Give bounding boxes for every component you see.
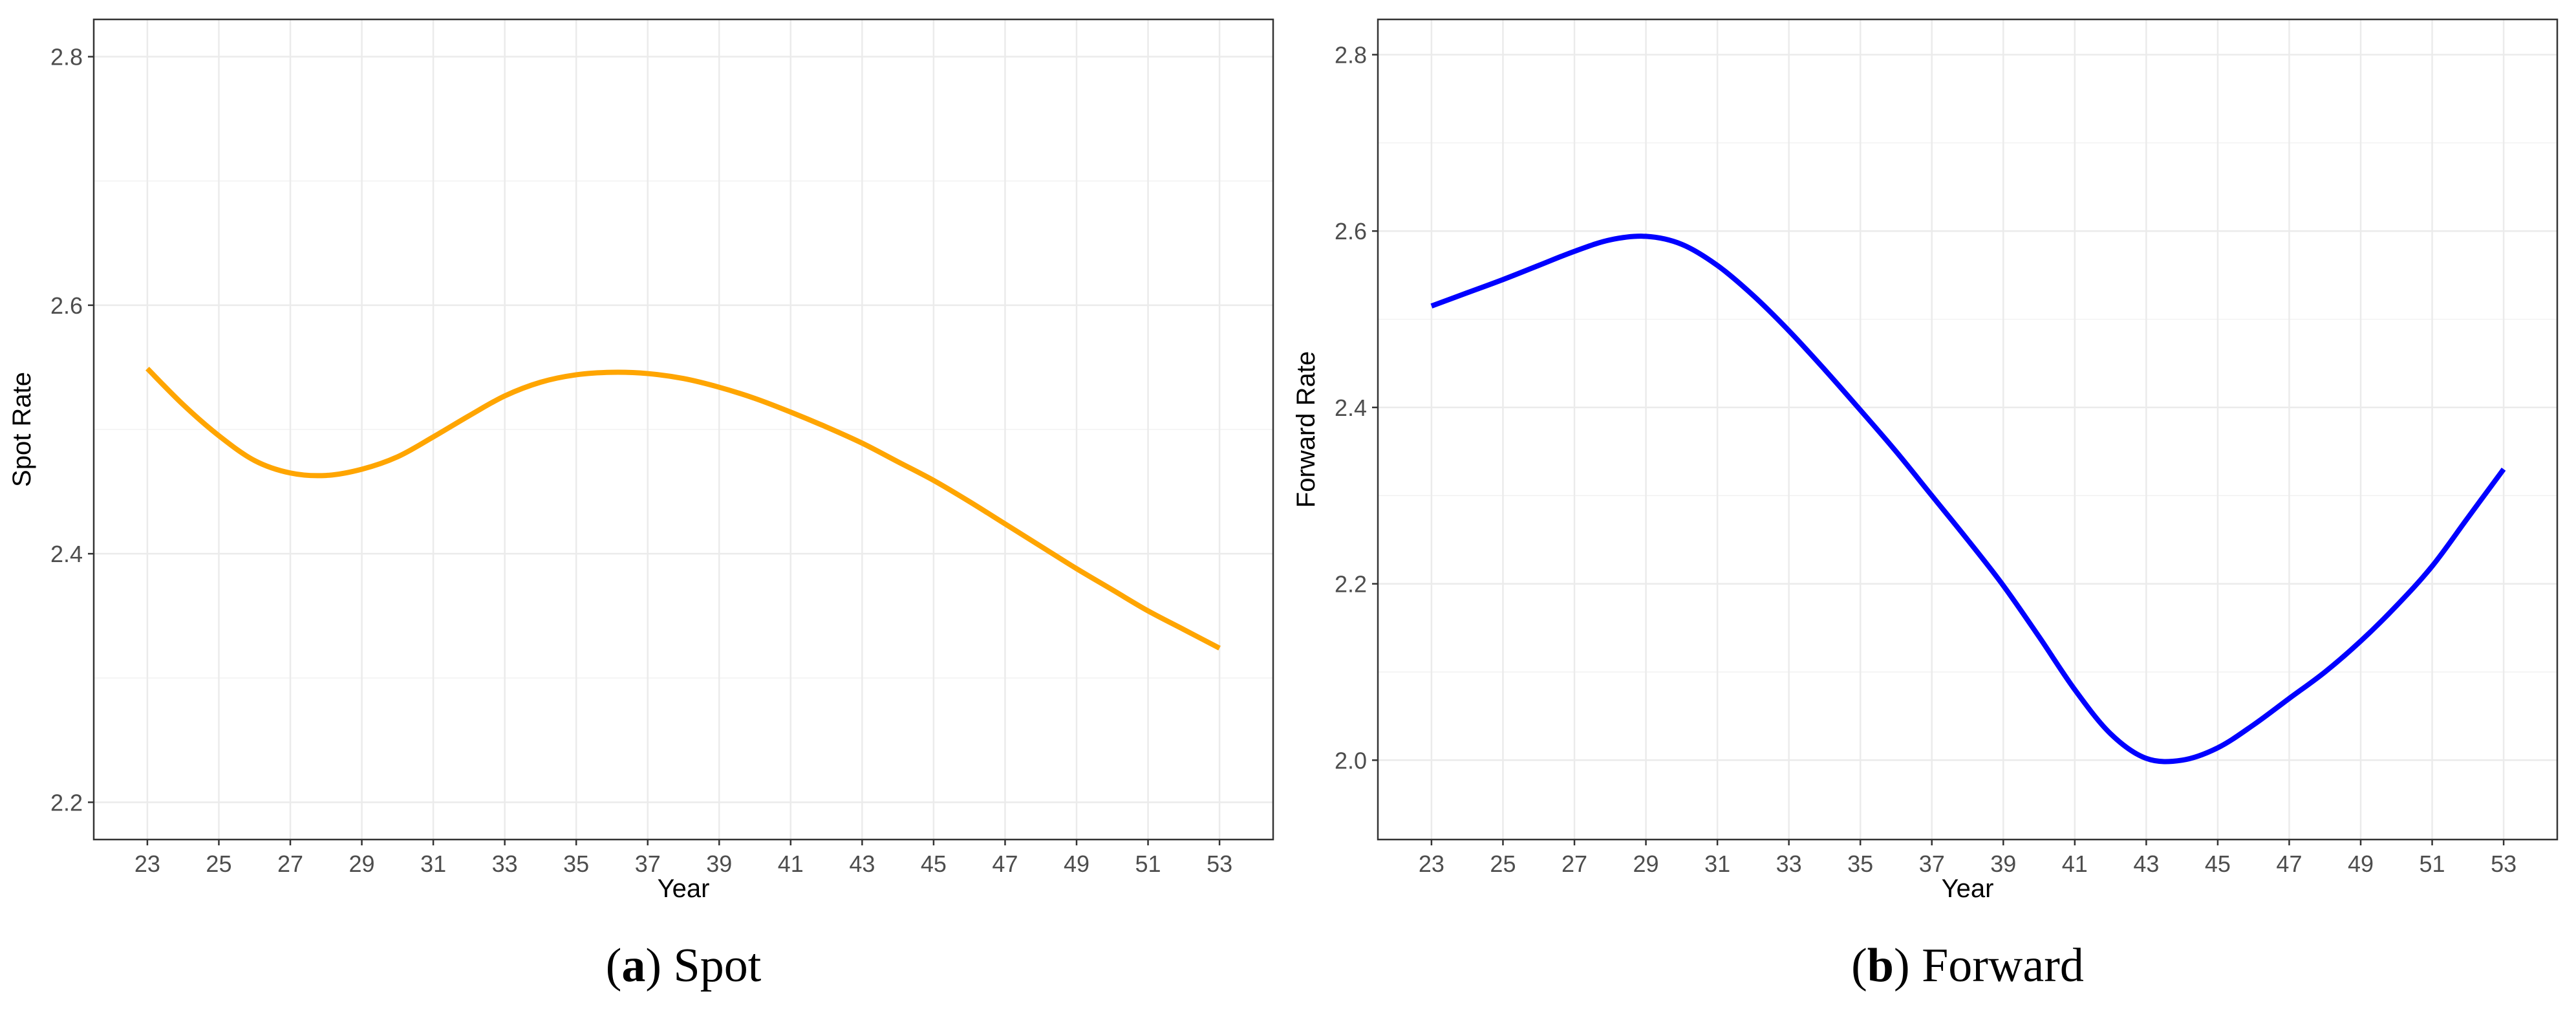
spot-rate-panel: 23 25 27 29 31 33 35 37 39 41 43 45 47 49 51 53 2.22.42… — [8, 18, 1274, 992]
spot-x-tick-label: 33 — [492, 851, 518, 877]
forward-y-tick-label: 2.0 — [1335, 747, 1367, 774]
forward-x-tick-label: 51 — [2420, 851, 2445, 877]
forward-x-tick-label: 49 — [2348, 851, 2374, 877]
spot-x-tick-label: 25 — [206, 851, 231, 877]
spot-x-tick-label: 53 — [1207, 851, 1232, 877]
forward-y-tick-label: 2.6 — [1335, 218, 1367, 244]
spot-series-line — [145, 367, 1221, 651]
spot-x-tick-label: 45 — [921, 851, 947, 877]
forward-x-tick-label: 47 — [2276, 851, 2302, 877]
forward-x-tick-label: 41 — [2062, 851, 2088, 877]
spot-grid — [94, 19, 1273, 840]
spot-x-tick-label: 49 — [1064, 851, 1089, 877]
spot-y-tick-label: 2.2 — [50, 789, 83, 816]
forward-x-axis-title: Year — [1942, 874, 1994, 903]
spot-x-tick-label: 43 — [849, 851, 875, 877]
forward-y-axis-title: Forward Rate — [1292, 351, 1320, 508]
spot-caption: (a) Spot — [606, 939, 762, 992]
spot-caption-letter: a — [621, 939, 645, 992]
spot-x-tick-label: 41 — [778, 851, 804, 877]
forward-caption-text: Forward — [1922, 939, 2084, 992]
forward-x-tick-label: 25 — [1490, 851, 1516, 877]
forward-x-axis-ticks: 23 25 27 29 31 33 35 37 39 41 43 45 47 49 51 53 — [1419, 840, 2517, 877]
spot-y-axis-ticks: 2.2 2.4 2.6 2.8 — [50, 44, 94, 816]
forward-x-tick-label: 45 — [2205, 851, 2231, 877]
spot-caption-text: Spot — [674, 939, 762, 992]
spot-y-tick-label: 2.6 — [50, 292, 83, 319]
spot-x-tick-label: 39 — [706, 851, 732, 877]
spot-y-axis-title: Spot Rate — [8, 372, 36, 487]
forward-caption-letter: b — [1867, 939, 1894, 992]
spot-plot-border — [92, 18, 1274, 841]
spot-y-tick-label: 2.4 — [50, 541, 83, 567]
forward-x-tick-label: 29 — [1633, 851, 1659, 877]
forward-x-tick-label: 33 — [1776, 851, 1802, 877]
spot-x-tick-label: 37 — [635, 851, 661, 877]
spot-x-tick-label: 35 — [563, 851, 589, 877]
spot-x-axis-ticks: 23 25 27 29 31 33 35 37 39 41 43 45 47 49 51 53 — [134, 840, 1232, 877]
spot-y-tick-label: 2.8 — [50, 44, 83, 71]
forward-y-tick-label: 2.8 — [1335, 42, 1367, 69]
spot-x-tick-label: 29 — [349, 851, 375, 877]
spot-series — [145, 367, 1221, 651]
forward-x-tick-label: 39 — [1990, 851, 2016, 877]
forward-x-tick-label: 27 — [1562, 851, 1587, 877]
forward-x-tick-label: 35 — [1847, 851, 1873, 877]
forward-caption: (b) Forward — [1851, 939, 2084, 992]
forward-plot-border — [1377, 18, 2559, 841]
forward-y-tick-label: 2.4 — [1335, 395, 1367, 421]
spot-x-tick-label: 47 — [992, 851, 1018, 877]
spot-x-tick-label: 27 — [277, 851, 303, 877]
spot-x-axis-title: Year — [658, 874, 710, 903]
forward-x-tick-label: 53 — [2491, 851, 2517, 877]
forward-x-tick-label: 23 — [1419, 851, 1444, 877]
spot-x-tick-label: 31 — [420, 851, 446, 877]
forward-x-tick-label: 37 — [1919, 851, 1945, 877]
forward-y-tick-label: 2.2 — [1335, 571, 1367, 598]
spot-x-tick-label: 51 — [1135, 851, 1161, 877]
forward-series — [1430, 233, 2506, 765]
forward-series-line — [1430, 233, 2506, 765]
forward-grid — [1378, 19, 2557, 840]
forward-rate-panel: 23 25 27 29 31 33 35 37 39 41 43 45 47 49 51 53 2.02.22… — [1292, 18, 2559, 992]
forward-x-tick-label: 31 — [1704, 851, 1730, 877]
forward-x-tick-label: 43 — [2133, 851, 2159, 877]
spot-x-tick-label: 23 — [134, 851, 160, 877]
forward-y-axis-ticks: 2.0 2.2 2.4 2.6 2.8 — [1335, 42, 1378, 774]
